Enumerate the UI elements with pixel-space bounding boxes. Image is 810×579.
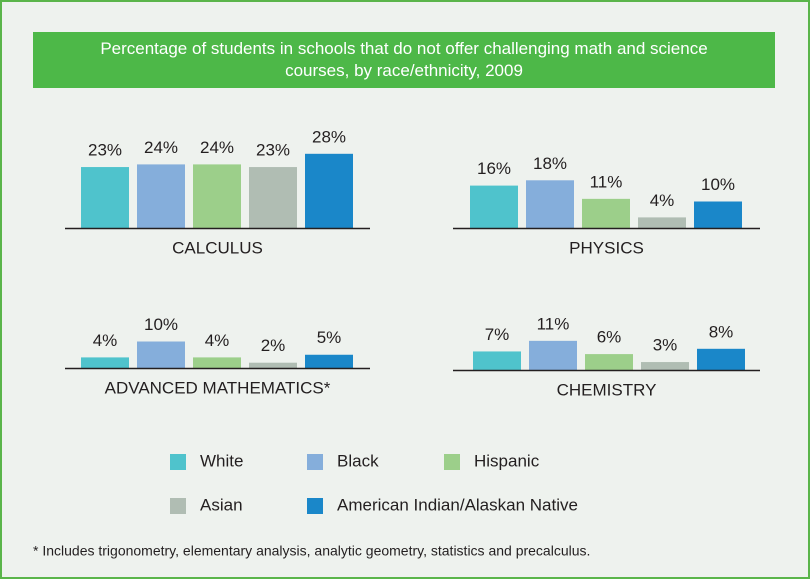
panel-title: CALCULUS xyxy=(172,238,263,257)
bar xyxy=(249,362,297,368)
data-label: 2% xyxy=(261,336,286,355)
legend-swatch xyxy=(307,498,323,514)
bar xyxy=(585,354,633,370)
data-label: 8% xyxy=(709,322,734,341)
legend-label: White xyxy=(200,451,243,470)
data-label: 5% xyxy=(317,328,342,347)
bar xyxy=(81,167,129,228)
bar xyxy=(473,351,521,370)
data-label: 24% xyxy=(200,138,234,157)
bar xyxy=(694,201,742,228)
data-label: 10% xyxy=(701,175,735,194)
data-label: 4% xyxy=(205,331,230,350)
data-label: 23% xyxy=(256,141,290,160)
bar xyxy=(582,198,630,228)
data-label: 24% xyxy=(144,138,178,157)
bar xyxy=(526,180,574,228)
bar xyxy=(697,348,745,370)
footnote: * Includes trigonometry, elementary anal… xyxy=(33,543,590,559)
data-label: 28% xyxy=(312,127,346,146)
legend-swatch xyxy=(307,454,323,470)
panel-title: ADVANCED MATHEMATICS* xyxy=(105,378,331,397)
bar xyxy=(638,217,686,228)
data-label: 18% xyxy=(533,154,567,173)
data-label: 10% xyxy=(144,315,178,334)
bar xyxy=(137,341,185,368)
bar xyxy=(193,164,241,228)
bar xyxy=(249,167,297,228)
legend-label: American Indian/Alaskan Native xyxy=(337,495,578,514)
bar xyxy=(641,362,689,370)
bar xyxy=(193,357,241,368)
data-label: 11% xyxy=(537,314,570,333)
legend-label: Hispanic xyxy=(474,451,540,470)
bar xyxy=(529,340,577,370)
bar xyxy=(470,185,518,228)
legend-label: Black xyxy=(337,451,379,470)
title-banner: Percentage of students in schools that d… xyxy=(33,32,775,88)
panel-title: CHEMISTRY xyxy=(557,380,657,399)
data-label: 4% xyxy=(93,331,118,350)
chart-title: Percentage of students in schools that d… xyxy=(100,39,708,80)
panel-title: PHYSICS xyxy=(569,238,644,257)
data-label: 11% xyxy=(590,172,623,191)
bar xyxy=(137,164,185,228)
data-label: 7% xyxy=(485,325,510,344)
bar xyxy=(81,357,129,368)
data-label: 16% xyxy=(477,159,511,178)
legend-swatch xyxy=(444,454,460,470)
legend-swatch xyxy=(170,498,186,514)
data-label: 23% xyxy=(88,141,122,160)
bar xyxy=(305,153,353,228)
data-label: 4% xyxy=(650,191,675,210)
legend-label: Asian xyxy=(200,495,243,514)
legend-swatch xyxy=(170,454,186,470)
bar xyxy=(305,354,353,368)
data-label: 6% xyxy=(597,328,622,347)
data-label: 3% xyxy=(653,336,678,355)
